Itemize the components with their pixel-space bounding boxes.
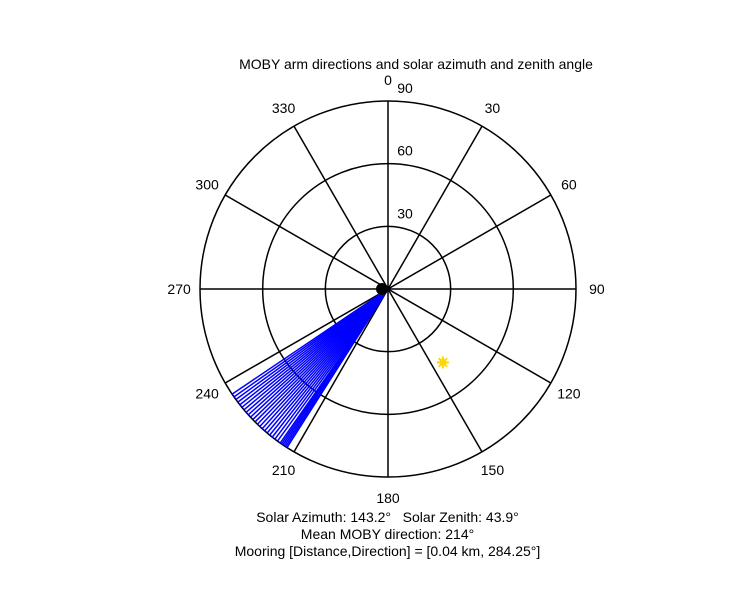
arm-line [231,288,389,395]
radius-tick-label: 60 [397,143,413,159]
arm-direction-lines [231,288,389,448]
angle-tick-label: 330 [272,100,296,116]
angle-tick-label: 300 [195,177,219,193]
tick-labels: 0 30 60 90 120 150 180 210 240 270 300 330 30 60 90 [167,72,604,506]
angle-tick-label: 180 [376,490,400,506]
solar-angles-text: Solar Azimuth: 143.2° Solar Zenith: 43.9… [256,509,519,525]
angle-tick-label: 210 [272,462,296,478]
angle-tick-label: 0 [384,72,392,88]
angle-tick-label: 90 [589,281,605,297]
radius-tick-label: 90 [397,80,413,96]
angle-tick-label: 150 [481,462,505,478]
chart-title: MOBY arm directions and solar azimuth an… [239,56,593,72]
markers [376,283,449,369]
angle-tick-label: 30 [485,100,501,116]
angle-tick-label: 240 [195,385,219,401]
mean-direction-text: Mean MOBY direction: 214° [300,526,475,542]
angle-tick-label: 120 [557,385,581,401]
moby-position-marker [376,283,388,295]
angle-tick-label: 60 [561,177,577,193]
mooring-text: Mooring [Distance,Direction] = [0.04 km,… [234,543,541,559]
angle-tick-label: 270 [167,281,191,297]
sun-icon [436,356,449,369]
radius-tick-label: 30 [397,205,413,221]
